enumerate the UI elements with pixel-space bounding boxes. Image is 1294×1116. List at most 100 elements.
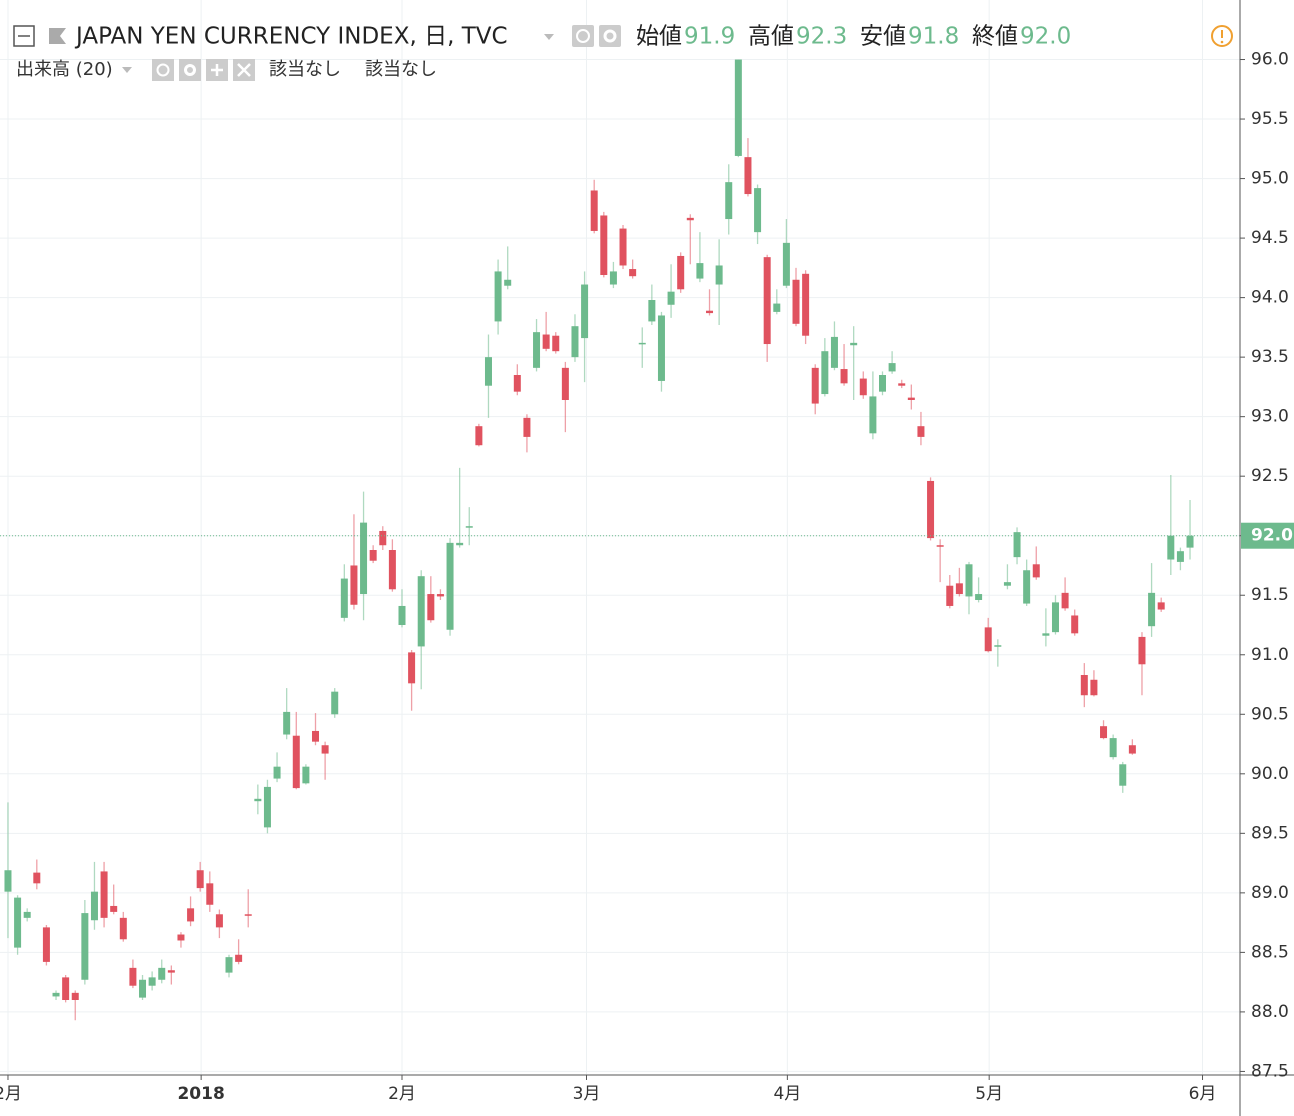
candle-body [1176, 551, 1184, 562]
candle-body [62, 977, 70, 1000]
candle-body [840, 369, 848, 384]
y-tick-label: 96.0 [1251, 50, 1289, 70]
settings-button[interactable] [179, 59, 201, 81]
candle-body [484, 357, 492, 386]
candle-body [600, 215, 608, 275]
y-tick-label: 94.5 [1251, 228, 1289, 248]
y-tick-label: 93.0 [1251, 407, 1289, 427]
y-tick-label: 95.0 [1251, 169, 1289, 189]
candle-body [523, 417, 531, 437]
settings-icon [603, 29, 617, 43]
candle-body [235, 954, 243, 962]
y-tick-label: 90.5 [1251, 704, 1289, 724]
flag-icon[interactable] [49, 28, 66, 44]
dropdown-icon[interactable] [122, 67, 132, 73]
candle-body [436, 594, 444, 597]
candle-body [1109, 738, 1117, 758]
candle-body [33, 872, 41, 884]
candle-body [206, 883, 214, 905]
candle-body [148, 977, 156, 986]
candle-body [830, 336, 838, 368]
candle-body [1100, 726, 1108, 739]
candle-body [657, 315, 665, 381]
x-tick-label: 5月 [975, 1084, 1003, 1104]
y-tick-label: 93.5 [1251, 347, 1289, 367]
visibility-button[interactable] [152, 59, 174, 81]
header: JAPAN YEN CURRENCY INDEX, 日, TVC 始値 91.9… [13, 24, 1233, 50]
candle-body [715, 265, 723, 285]
candle-body [283, 711, 291, 735]
volume-label: 出来高 (20) [16, 59, 113, 80]
candle-body [187, 908, 195, 922]
candle-body [1023, 570, 1031, 604]
y-tick-label: 90.0 [1251, 764, 1289, 784]
volume-value: 該当なし [269, 59, 341, 80]
dropdown-icon[interactable] [544, 34, 554, 40]
grid [0, 0, 1240, 1075]
candle-body [648, 300, 656, 322]
candle-body [312, 730, 320, 742]
candle-body [898, 383, 906, 386]
candle-body [821, 351, 829, 395]
candle-body [802, 273, 810, 336]
ohlc-value: 92.3 [796, 24, 847, 50]
candle-body [1003, 582, 1011, 586]
candle-body [427, 594, 435, 621]
candle-body [71, 992, 79, 1000]
candle-body [1071, 615, 1079, 634]
candle-body [167, 970, 175, 973]
warning-icon-dot [1220, 40, 1224, 44]
candle-body [494, 271, 502, 322]
candle-body [629, 269, 637, 277]
candle-body [408, 652, 416, 684]
y-tick-label: 89.0 [1251, 883, 1289, 903]
candle-body [888, 363, 896, 372]
x-tick-label: 4月 [773, 1084, 801, 1104]
candle-body [81, 913, 89, 980]
candle-body [292, 735, 300, 789]
symbol-title: JAPAN YEN CURRENCY INDEX, 日, TVC [74, 24, 508, 50]
candle-body [1051, 602, 1059, 633]
candle-body [965, 564, 973, 597]
warning-icon[interactable] [1211, 25, 1233, 47]
candle-body [119, 917, 127, 940]
y-tick-label: 88.5 [1251, 942, 1289, 962]
y-tick-label: 92.5 [1251, 466, 1289, 486]
candle-body [350, 565, 358, 605]
candle-body [955, 583, 963, 595]
candle-body [263, 786, 271, 828]
candle-body [360, 522, 368, 595]
candle-body [4, 870, 12, 892]
candle-body [561, 367, 569, 400]
candle-body [1128, 745, 1136, 754]
volume-header: 出来高 (20) 該当なし 該当なし [16, 59, 437, 81]
candle-body [590, 190, 598, 231]
candle-body [1061, 592, 1069, 609]
candle-body [725, 182, 733, 220]
candle-body [244, 914, 252, 916]
candle-body [100, 871, 108, 918]
x-tick-label: 2018 [177, 1084, 224, 1104]
candle-body [927, 480, 935, 539]
candle-body [533, 332, 541, 368]
volume-value: 該当なし [365, 59, 437, 80]
candle-body [734, 59, 742, 156]
candle-body [1167, 535, 1175, 560]
candle-body [667, 291, 675, 305]
axes: 87.5 88.0 88.5 89.0 89.5 90.0 90.5 91.0 91.5 92.0… [0, 50, 1294, 1104]
candle-body [811, 367, 819, 404]
candle-body [754, 188, 762, 233]
y-tick-label: 87.5 [1251, 1061, 1289, 1081]
candle-body [398, 605, 406, 625]
x-tick-label: 2月 [388, 1084, 416, 1104]
candle-body [465, 526, 473, 528]
candle-body [273, 766, 281, 779]
visibility-button[interactable] [572, 25, 594, 47]
candle-body [859, 378, 867, 396]
candle-body [782, 242, 790, 286]
settings-button[interactable] [599, 25, 621, 47]
candle-body [609, 271, 617, 285]
